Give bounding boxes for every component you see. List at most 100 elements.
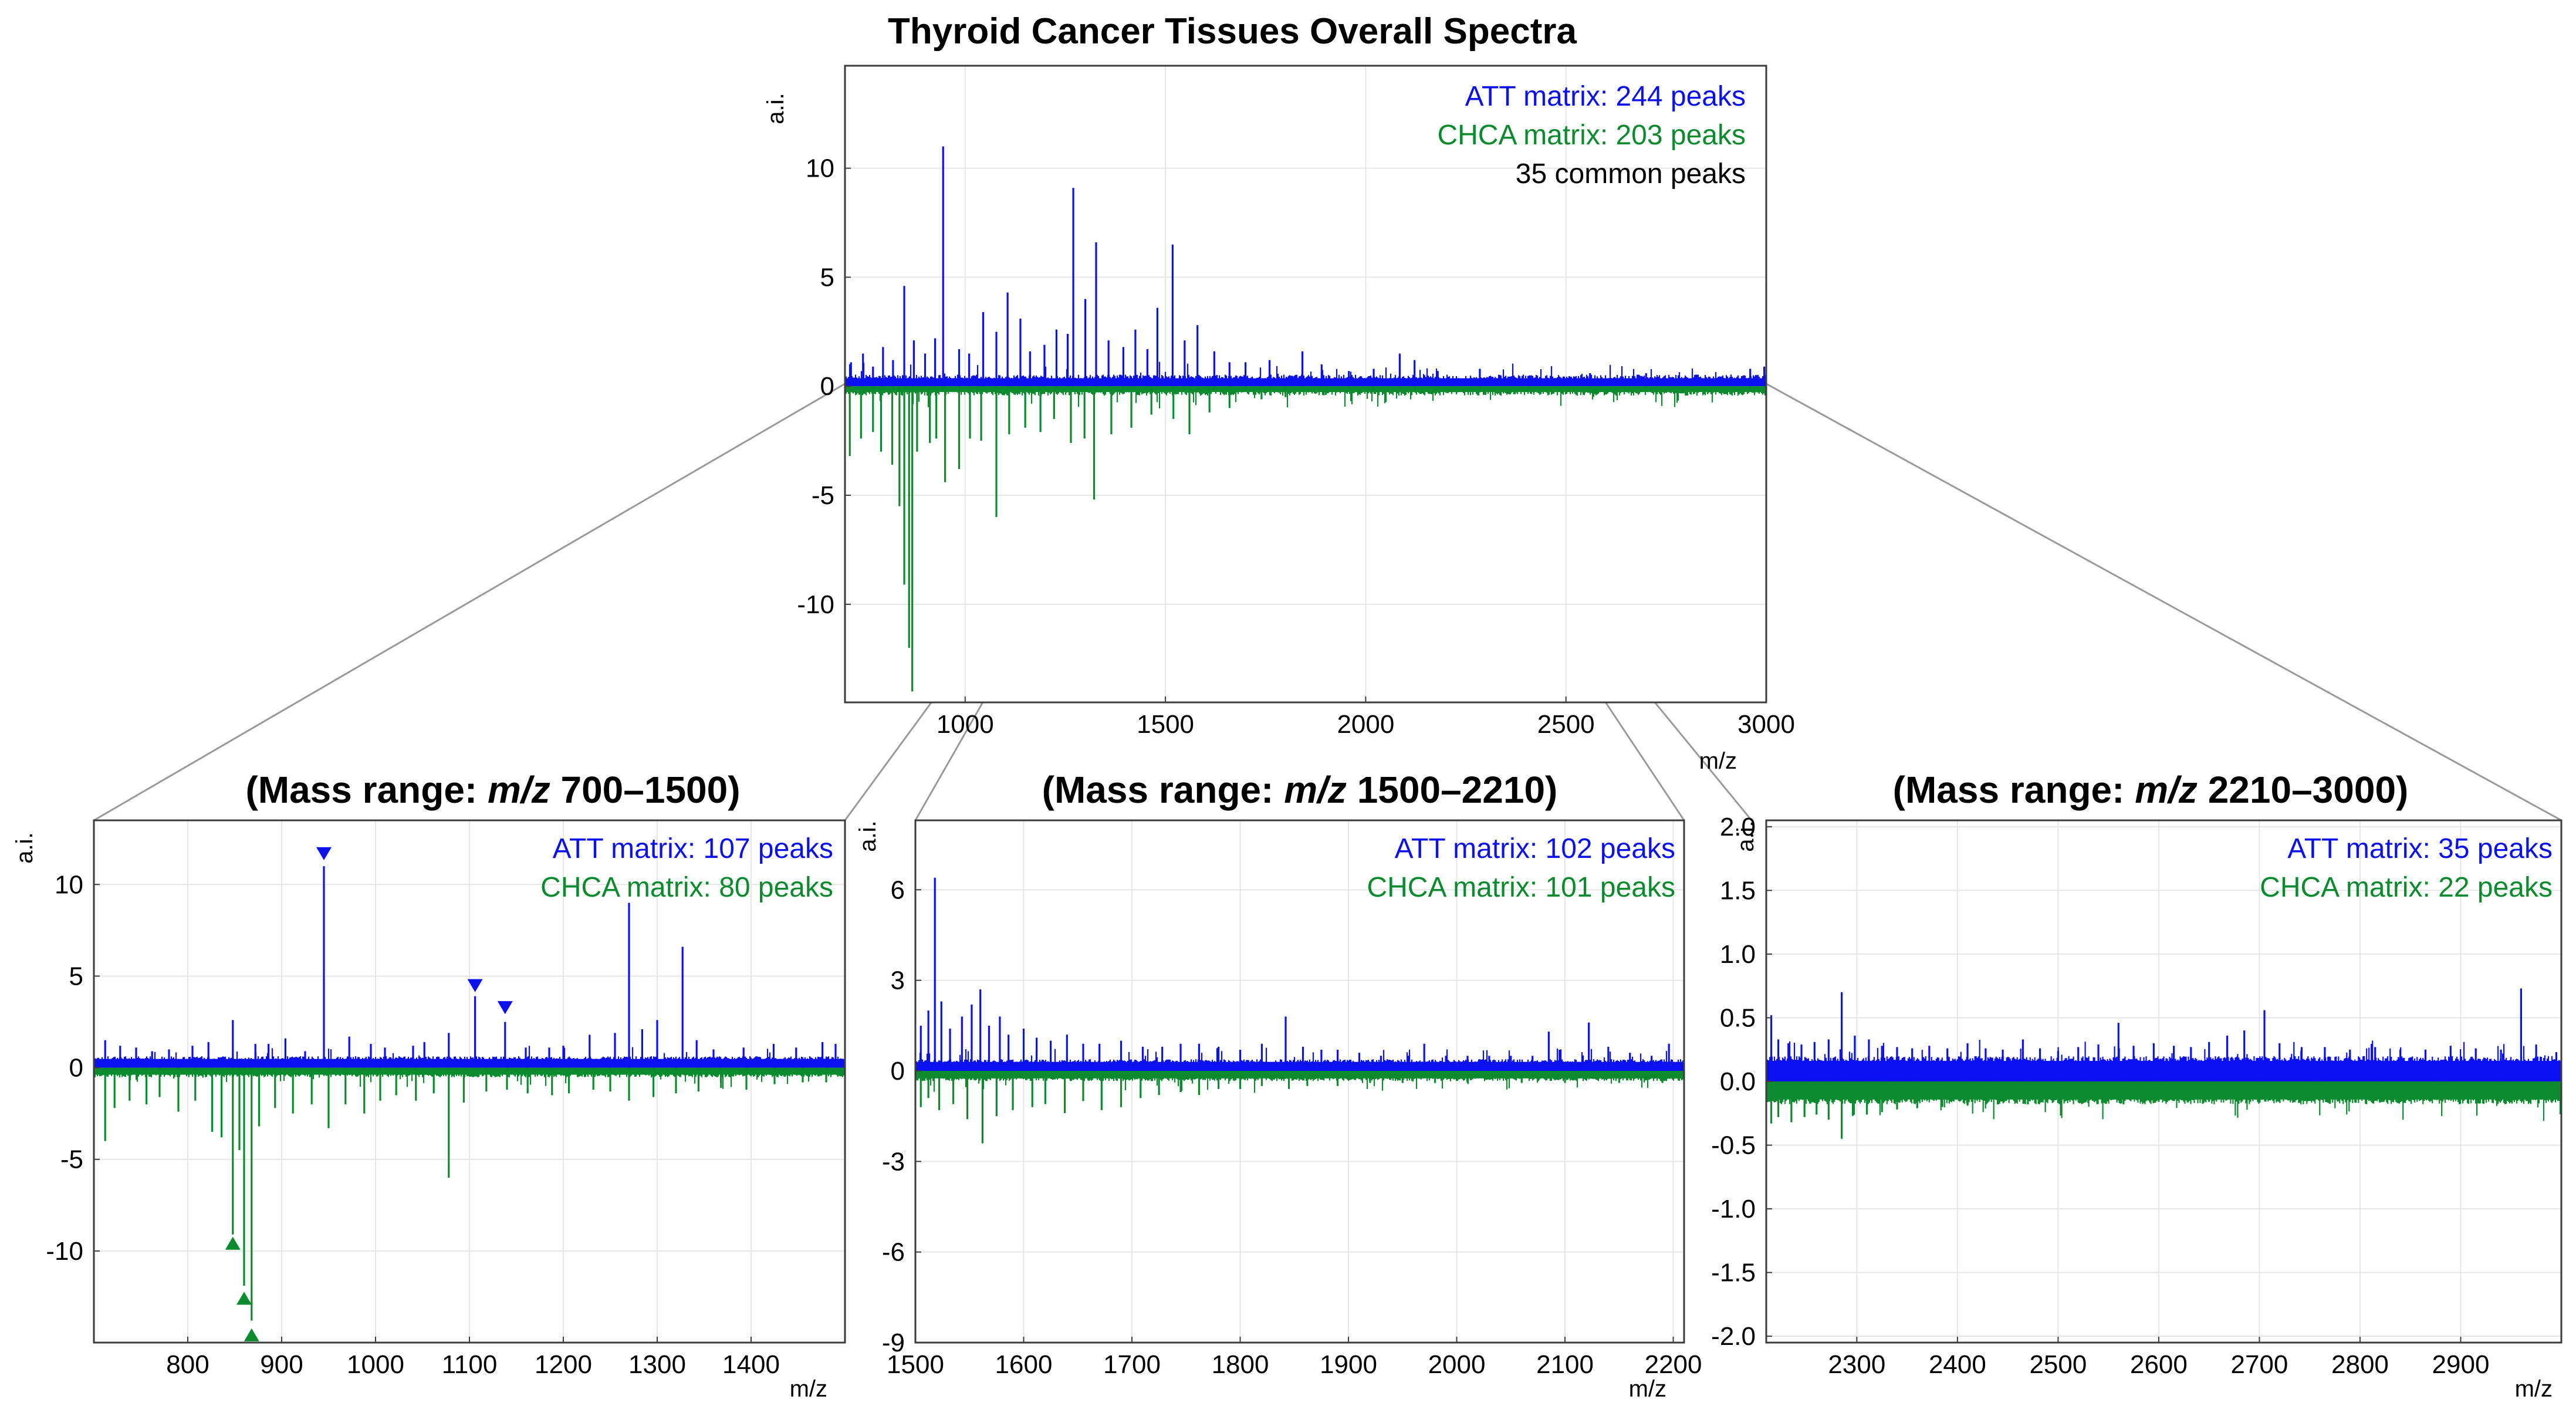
y-tick-label: -3 bbox=[882, 1147, 905, 1176]
y-tick-label: -9 bbox=[882, 1329, 905, 1357]
x-tick-label: 2900 bbox=[2432, 1350, 2490, 1379]
y-tick-label: 5 bbox=[69, 962, 83, 991]
x-tick-label: 3000 bbox=[1737, 710, 1795, 739]
overall-spectrum-chart: 1000 1500 2000 2500 3000 10 5 0 -5 -10 m/z a.i. ATT … bbox=[763, 65, 1795, 774]
legend-entry-chca: CHCA matrix: 22 peaks bbox=[2260, 872, 2553, 903]
spectra bbox=[94, 866, 845, 1321]
panel-3-title-suffix: 2210–3000) bbox=[2198, 769, 2408, 811]
att-peak-marker bbox=[316, 847, 332, 860]
chca-peak-marker bbox=[236, 1292, 252, 1305]
legend-entry-chca: CHCA matrix: 80 peaks bbox=[540, 872, 833, 903]
panel-3-title-prefix: (Mass range: bbox=[1893, 769, 2135, 811]
x-tick-label: 1100 bbox=[442, 1350, 498, 1379]
x-tick-label: 1000 bbox=[937, 710, 994, 739]
panel-1-title-suffix: 700–1500) bbox=[550, 769, 741, 811]
y-tick-label: 6 bbox=[891, 875, 905, 904]
y-axis-label: a.i. bbox=[1733, 820, 1759, 851]
mass-range-1500-2210-chart: 1500 1600 1700 1800 1900 2000 2100 2200 6 3 0 -3 -6 -… bbox=[855, 819, 1702, 1402]
y-tick-label: 0.5 bbox=[1720, 1003, 1756, 1032]
panel-2-title: (Mass range: m/z 1500–2210) bbox=[1042, 769, 1558, 811]
spectra bbox=[845, 146, 1766, 692]
x-tick-label: 2500 bbox=[2029, 1350, 2087, 1379]
y-tick-label: -10 bbox=[797, 590, 834, 619]
mass-range-700-1500-chart: 800 900 1000 1100 1200 1300 1400 10 5 0 -5 -10 m/z a.… bbox=[12, 819, 846, 1402]
x-axis-label: m/z bbox=[790, 1376, 827, 1402]
x-tick-label: 2500 bbox=[1537, 710, 1595, 739]
legend-entry-att: ATT matrix: 244 peaks bbox=[1465, 81, 1746, 112]
plot-frame bbox=[914, 819, 1685, 1344]
chca-peak-marker bbox=[244, 1328, 259, 1341]
y-tick-label: 2.0 bbox=[1720, 813, 1756, 841]
x-tick-label: 1300 bbox=[628, 1350, 686, 1379]
spectra bbox=[1766, 988, 2561, 1139]
x-tick-label: 2000 bbox=[1428, 1350, 1486, 1379]
connector-panel3-right bbox=[1766, 383, 2562, 822]
y-tick-label: -6 bbox=[882, 1238, 905, 1267]
y-axis-label: a.i. bbox=[12, 832, 38, 863]
y-axis-label: a.i. bbox=[763, 93, 789, 124]
x-tick-label: 2800 bbox=[2331, 1350, 2389, 1379]
y-tick-label: 3 bbox=[891, 966, 905, 995]
panel-2-title-prefix: (Mass range: bbox=[1042, 769, 1284, 811]
y-tick-label: 1.5 bbox=[1720, 876, 1756, 905]
panel-2-title-suffix: 1500–2210) bbox=[1347, 769, 1557, 811]
panel-2-title-mz: m/z bbox=[1284, 769, 1347, 811]
x-axis-label: m/z bbox=[2515, 1376, 2553, 1402]
att-noise-floor bbox=[845, 361, 1766, 387]
att-peak-marker bbox=[497, 1001, 513, 1015]
legend-entry-chca: CHCA matrix: 203 peaks bbox=[1437, 120, 1746, 151]
x-tick-label: 2200 bbox=[1645, 1350, 1702, 1379]
legend-entry-chca: CHCA matrix: 101 peaks bbox=[1367, 872, 1675, 903]
legend-entry-common: 35 common peaks bbox=[1516, 158, 1746, 190]
panel-3-title: (Mass range: m/z 2210–3000) bbox=[1893, 769, 2409, 811]
y-tick-label: -2.0 bbox=[1711, 1322, 1756, 1351]
x-tick-label: 1500 bbox=[1137, 710, 1194, 739]
att-peak-marker bbox=[467, 979, 483, 992]
y-tick-label: 10 bbox=[806, 154, 834, 183]
main-chart-title: Thyroid Cancer Tissues Overall Spectra bbox=[888, 11, 1577, 52]
y-tick-label: 1.0 bbox=[1720, 940, 1756, 969]
x-tick-label: 2300 bbox=[1828, 1350, 1885, 1379]
panel-1-title-prefix: (Mass range: bbox=[245, 769, 488, 811]
y-tick-label: 0 bbox=[820, 372, 834, 401]
y-tick-label: -5 bbox=[60, 1145, 83, 1174]
y-tick-label: -10 bbox=[46, 1237, 83, 1266]
x-tick-label: 2600 bbox=[2130, 1350, 2188, 1379]
plot-frame bbox=[844, 65, 1767, 704]
x-tick-label: 2700 bbox=[2230, 1350, 2288, 1379]
x-tick-label: 2000 bbox=[1337, 710, 1394, 739]
x-tick-label: 2400 bbox=[1929, 1350, 1986, 1379]
y-tick-label: 0 bbox=[891, 1057, 905, 1086]
x-tick-label: 1800 bbox=[1212, 1350, 1269, 1379]
connector-panel1-left bbox=[93, 383, 846, 822]
legend-entry-att: ATT matrix: 107 peaks bbox=[553, 833, 833, 864]
y-tick-label: -0.5 bbox=[1711, 1131, 1756, 1160]
x-tick-label: 1500 bbox=[887, 1350, 944, 1379]
chca-peak-marker bbox=[225, 1236, 241, 1250]
y-tick-label: 10 bbox=[55, 870, 83, 899]
x-axis-label: m/z bbox=[1629, 1376, 1666, 1402]
y-tick-label: 5 bbox=[820, 263, 834, 292]
x-tick-label: 800 bbox=[166, 1350, 209, 1379]
y-tick-label: -1.0 bbox=[1711, 1195, 1756, 1223]
panel-1-title: (Mass range: m/z 700–1500) bbox=[245, 769, 740, 811]
legend-entry-att: ATT matrix: 35 peaks bbox=[2287, 833, 2553, 864]
y-tick-label: 0 bbox=[69, 1054, 83, 1083]
y-tick-label: -5 bbox=[812, 481, 834, 510]
x-tick-label: 1700 bbox=[1103, 1350, 1161, 1379]
y-axis-label: a.i. bbox=[855, 820, 881, 851]
x-axis-label: m/z bbox=[1699, 748, 1737, 774]
spectra bbox=[915, 877, 1684, 1144]
x-tick-label: 900 bbox=[260, 1350, 303, 1379]
mass-range-2210-3000-chart: 2300 2400 2500 2600 2700 2800 2900 2.0 1.5 1.0 0.5… bbox=[1711, 813, 2563, 1402]
att-noise-floor bbox=[94, 1046, 845, 1068]
x-tick-label: 1200 bbox=[535, 1350, 592, 1379]
x-tick-label: 1000 bbox=[347, 1350, 404, 1379]
panel-1-title-mz: m/z bbox=[488, 769, 550, 811]
legend-entry-att: ATT matrix: 102 peaks bbox=[1395, 833, 1675, 864]
x-tick-label: 1400 bbox=[722, 1350, 780, 1379]
x-tick-label: 1900 bbox=[1320, 1350, 1377, 1379]
plot-area bbox=[915, 820, 1684, 1343]
y-tick-label: 0.0 bbox=[1720, 1067, 1756, 1096]
